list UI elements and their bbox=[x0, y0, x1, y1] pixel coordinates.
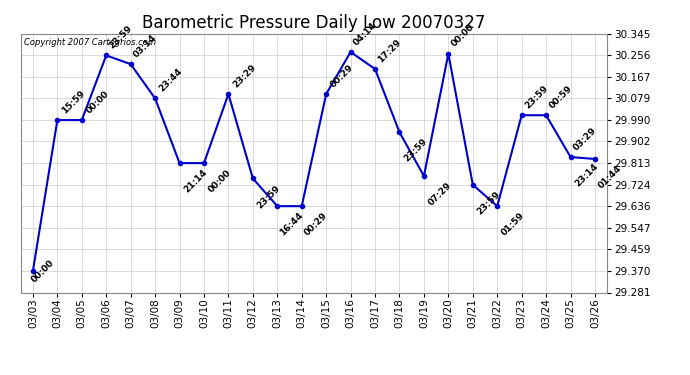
Text: 01:44: 01:44 bbox=[596, 164, 623, 190]
Text: 15:59: 15:59 bbox=[60, 88, 86, 115]
Text: 03:29: 03:29 bbox=[572, 126, 598, 152]
Text: 00:00: 00:00 bbox=[84, 89, 110, 115]
Title: Barometric Pressure Daily Low 20070327: Barometric Pressure Daily Low 20070327 bbox=[142, 14, 486, 32]
Text: 00:29: 00:29 bbox=[303, 211, 329, 237]
Text: 23:59: 23:59 bbox=[108, 24, 134, 51]
Text: 17:29: 17:29 bbox=[376, 38, 403, 64]
Text: 23:59: 23:59 bbox=[402, 137, 428, 164]
Text: 07:29: 07:29 bbox=[426, 181, 453, 208]
Text: 00:00: 00:00 bbox=[450, 22, 476, 49]
Text: 23:44: 23:44 bbox=[157, 67, 184, 94]
Text: Copyright 2007 Cartogrios.com: Copyright 2007 Cartogrios.com bbox=[23, 38, 156, 46]
Text: 21:14: 21:14 bbox=[182, 168, 208, 195]
Text: 04:14: 04:14 bbox=[352, 20, 379, 47]
Text: 00:00: 00:00 bbox=[29, 258, 55, 284]
Text: 00:29: 00:29 bbox=[328, 63, 355, 89]
Text: 01:59: 01:59 bbox=[500, 211, 526, 238]
Text: 23:29: 23:29 bbox=[231, 63, 257, 89]
Text: 23:59: 23:59 bbox=[523, 84, 549, 110]
Text: 00:59: 00:59 bbox=[547, 84, 574, 110]
Text: 23:59: 23:59 bbox=[475, 190, 502, 216]
Text: 23:14: 23:14 bbox=[573, 162, 600, 189]
Text: 03:14: 03:14 bbox=[132, 33, 159, 59]
Text: 16:44: 16:44 bbox=[279, 211, 305, 238]
Text: 00:00: 00:00 bbox=[206, 168, 233, 194]
Text: 23:59: 23:59 bbox=[255, 183, 282, 210]
